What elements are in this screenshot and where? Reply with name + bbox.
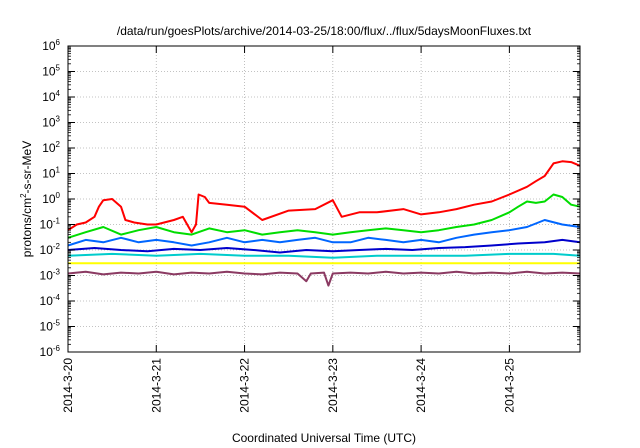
y-tick-label: 100 (42, 191, 60, 206)
y-tick-base: 10 (42, 167, 56, 181)
x-tick-label: 2014-3-22 (238, 358, 252, 413)
y-axis-label-sup: 2 (19, 193, 28, 198)
y-tick-base: 10 (42, 192, 56, 206)
y-tick-exponent: 6 (56, 38, 61, 47)
series-line-4 (67, 252, 581, 259)
x-tick-labels: 2014-3-20 2014-3-21 2014-3-22 2014-3-23 2014… (61, 358, 516, 413)
y-tick-label: 10-5 (40, 319, 61, 334)
series-group (67, 160, 581, 287)
x-tick-label: 2014-3-21 (149, 358, 163, 413)
grid-lines (68, 46, 580, 352)
x-axis-label: Coordinated Universal Time (UTC) (232, 431, 416, 445)
y-tick-label: 10-2 (40, 242, 61, 257)
y-tick-base: 10 (42, 65, 56, 79)
y-tick-base: 10 (40, 269, 54, 283)
y-tick-exponent: -5 (53, 319, 61, 328)
y-tick-exponent: -2 (53, 242, 61, 251)
y-tick-label: 10-1 (40, 217, 61, 232)
y-tick-base: 10 (40, 320, 54, 334)
y-tick-label: 10-4 (40, 293, 61, 308)
y-tick-label: 105 (42, 64, 60, 79)
y-tick-exponent: -4 (53, 293, 61, 302)
axis-ticks (67, 45, 580, 353)
y-tick-base: 10 (42, 141, 56, 155)
y-tick-base: 10 (42, 39, 56, 53)
y-tick-base: 10 (40, 294, 54, 308)
y-tick-labels: 10-610-510-410-310-210-11001011021031041… (40, 38, 61, 359)
y-tick-exponent: -6 (53, 344, 61, 353)
y-axis-label: protons/cm2-s-sr-MeV (19, 141, 34, 257)
y-tick-base: 10 (42, 116, 56, 130)
x-tick-label: 2014-3-25 (502, 358, 516, 413)
y-tick-base: 10 (40, 345, 54, 359)
y-axis-label-base: protons/cm (20, 198, 34, 257)
chart-title: /data/run/goesPlots/archive/2014-03-25/1… (117, 24, 532, 38)
series-line-1 (67, 193, 581, 239)
series-line-0 (67, 160, 581, 234)
y-tick-label: 106 (42, 38, 60, 53)
y-axis-label-rest: -s-sr-MeV (20, 141, 34, 194)
series-line-2 (67, 219, 581, 247)
y-tick-exponent: 1 (56, 166, 61, 175)
x-tick-label: 2014-3-23 (326, 358, 340, 413)
y-tick-label: 104 (42, 89, 60, 104)
y-tick-exponent: 3 (56, 115, 61, 124)
y-tick-base: 10 (40, 218, 54, 232)
y-tick-base: 10 (40, 243, 54, 257)
y-tick-exponent: -3 (53, 268, 61, 277)
y-tick-label: 101 (42, 166, 60, 181)
x-tick-label: 2014-3-20 (61, 358, 75, 413)
y-tick-exponent: 0 (56, 191, 61, 200)
series-line-3 (67, 238, 581, 254)
y-tick-exponent: 5 (56, 64, 61, 73)
y-tick-label: 102 (42, 140, 60, 155)
y-tick-exponent: -1 (53, 217, 61, 226)
y-tick-exponent: 2 (56, 140, 61, 149)
y-tick-exponent: 4 (56, 89, 61, 98)
x-tick-label: 2014-3-24 (414, 358, 428, 413)
y-tick-label: 10-3 (40, 268, 61, 283)
y-tick-base: 10 (42, 90, 56, 104)
y-tick-label: 103 (42, 115, 60, 130)
y-tick-label: 10-6 (40, 344, 61, 359)
series-line-6 (67, 270, 581, 287)
